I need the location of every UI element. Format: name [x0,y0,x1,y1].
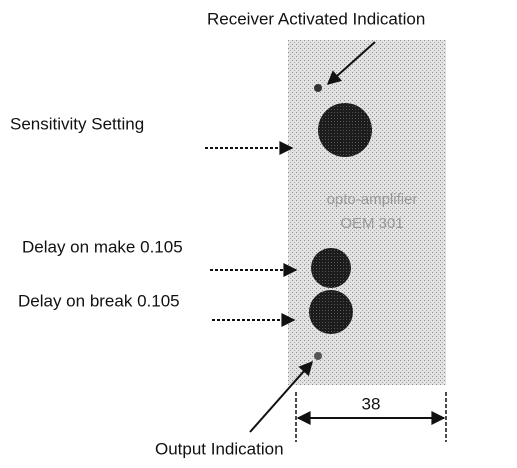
make-knob [311,248,351,288]
device-panel [288,40,446,385]
panel-text: OEM 301 [340,215,403,232]
dimension-label: 38 [362,394,381,413]
receiver-led [314,84,322,92]
arrow [249,360,313,433]
label: Receiver Activated Indication [207,9,425,28]
label: Delay on make 0.105 [22,237,183,256]
panel-text: opto-amplifier [327,191,418,208]
arrow [326,41,376,85]
label: Delay on break 0.105 [18,291,180,310]
sensitivity-knob [318,103,372,157]
label: Sensitivity Setting [10,114,144,133]
break-knob [309,290,353,334]
label: Output Indication [155,439,284,458]
output-led [314,352,322,360]
